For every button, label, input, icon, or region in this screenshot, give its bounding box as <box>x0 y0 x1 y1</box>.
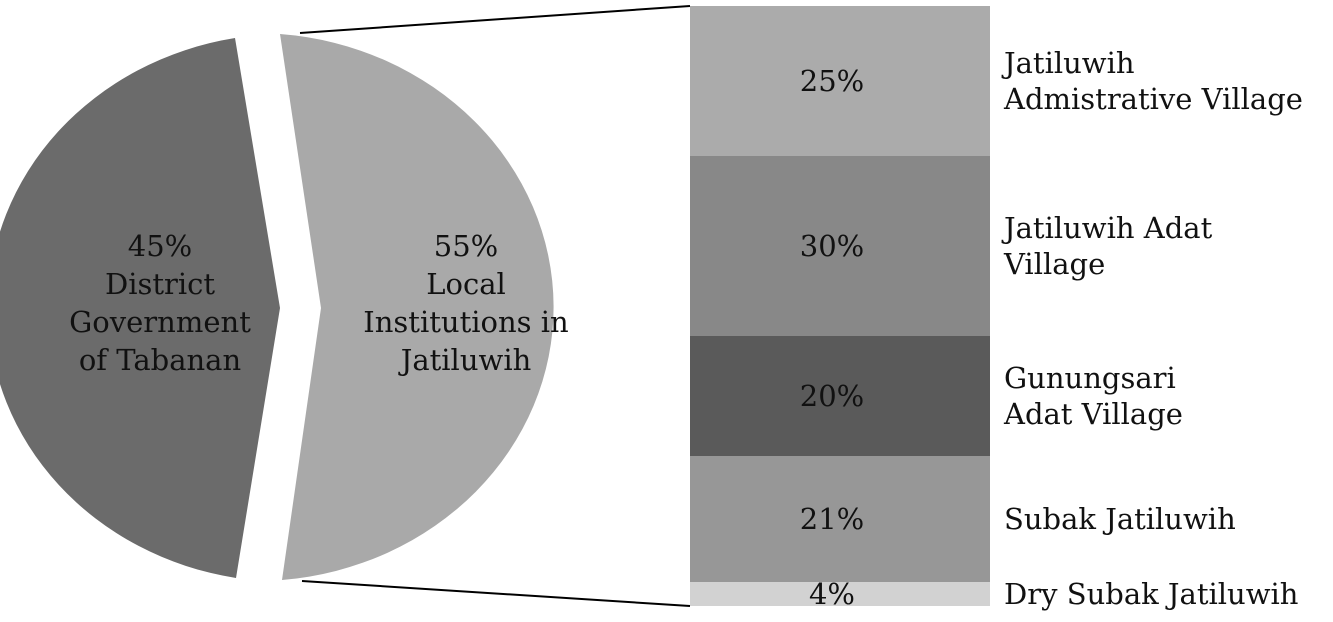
bar-value-label: 25% <box>800 64 864 98</box>
pie-label-district-government: 45% District Government of Tabanan <box>69 229 251 377</box>
bar-category-label: Jatiluwih Admistrative Village <box>1001 46 1303 116</box>
stacked-bar: 25% 30% 20% 21% 4% <box>690 6 990 611</box>
bar-value-label: 20% <box>800 379 864 413</box>
bar-category-label: Gunungsari Adat Village <box>1003 361 1183 431</box>
bar-segment-2 <box>690 156 990 336</box>
bar-value-label: 4% <box>809 577 855 611</box>
pie-chart: 45% District Government of Tabanan 55% Local I… <box>0 34 569 580</box>
bar-segment-1 <box>690 6 990 156</box>
bar-category-label: Subak Jatiluwih <box>1004 502 1236 536</box>
bar-category-labels: Jatiluwih Admistrative Village Jatiluwih A… <box>1001 46 1303 611</box>
bar-segment-5 <box>690 582 990 606</box>
bar-segment-4 <box>690 456 990 582</box>
pie-slice-district-government <box>0 38 280 578</box>
pie-label-local-institutions: 55% Local Institutions in Jatiluwih <box>363 229 568 377</box>
bar-value-label: 30% <box>800 229 864 263</box>
connector-line-bottom <box>301 580 691 607</box>
bar-category-label: Dry Subak Jatiluwih <box>1004 577 1298 611</box>
bar-category-label: Jatiluwih Adat Village <box>1001 211 1213 281</box>
bar-segment-3 <box>690 336 990 456</box>
connector-lines <box>299 5 691 607</box>
pie-slice-local-institutions <box>280 34 554 580</box>
bar-value-label: 21% <box>800 502 864 536</box>
connector-line-top <box>299 5 691 34</box>
